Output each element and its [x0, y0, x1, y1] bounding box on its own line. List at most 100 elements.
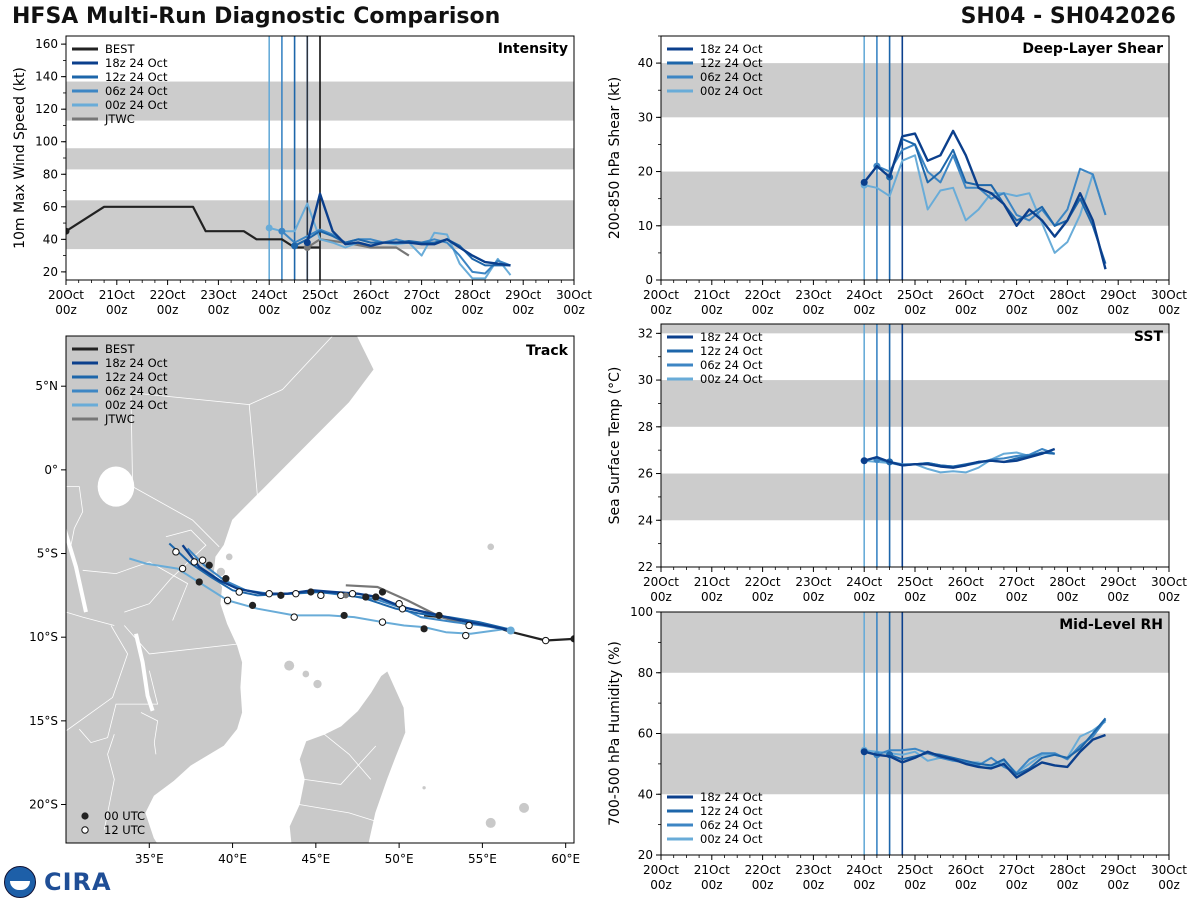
track-point-12utc [198, 556, 207, 564]
track-point-12utc [348, 589, 357, 598]
x-tick-label-date-rh: 29Oct [1100, 863, 1136, 877]
legend-label-intensity: JTWC [104, 112, 135, 126]
legend-label-track: 12z 24 Oct [105, 370, 168, 384]
series-line-intensity-r18 [306, 192, 511, 267]
x-tick-label-date-sst: 30Oct [1151, 575, 1187, 589]
legend-label-rh: 06z 24 Oct [700, 818, 763, 832]
y-axis-label-rh: 700-500 hPa Humidity (%) [607, 641, 623, 826]
y-tick-label-intensity: 80 [43, 167, 58, 181]
x-tick-label-date-rh: 27Oct [999, 863, 1035, 877]
x-tick-label-hour-sst: 00z [904, 590, 926, 604]
y-tick-label-sst: 22 [638, 560, 653, 574]
legend-label-shear: 18z 24 Oct [700, 42, 763, 56]
island-0 [216, 567, 226, 577]
track-line-r00 [129, 557, 508, 635]
island-8 [519, 802, 530, 813]
land-africa [66, 336, 375, 843]
track-point-12utc [223, 596, 232, 605]
land-madagascar [288, 669, 407, 843]
series-line-rh-r06 [876, 719, 1107, 774]
plot-frame-track [65, 335, 575, 844]
series-group-rh [860, 717, 1107, 779]
legend-label-track: 06z 24 Oct [105, 384, 168, 398]
x-tick-label-date-intensity: 23Oct [200, 288, 236, 302]
x-tick-label-hour-rh: 00z [853, 878, 875, 892]
x-tick-label-date-rh: 25Oct [897, 863, 933, 877]
x-tick-label-date-intensity: 26Oct [353, 288, 389, 302]
x-tick-label-hour-shear: 00z [1057, 303, 1079, 317]
track-point-12utc [398, 605, 407, 613]
band-sst-0 [661, 473, 1169, 521]
x-tick-label-hour-rh: 00z [1107, 878, 1129, 892]
track-point-00utc [372, 593, 380, 601]
panel-title-shear: Deep-Layer Shear [1022, 41, 1163, 57]
x-tick-label-date-sst: 28Oct [1049, 575, 1085, 589]
band-rh-0 [661, 733, 1169, 795]
panel-title-rh: Mid-Level RH [1059, 617, 1163, 633]
legend-label-intensity: 06z 24 Oct [105, 84, 168, 98]
legend-label-sst: 18z 24 Oct [700, 330, 763, 344]
track-point-00utc [205, 561, 213, 569]
track-point-12utc [265, 589, 273, 598]
x-tick-label-hour-rh: 00z [1158, 878, 1180, 892]
legend-label-track: 18z 24 Oct [105, 356, 168, 370]
y-tick-label-rh: 20 [638, 848, 653, 862]
legend-label-rh: 12z 24 Oct [700, 804, 763, 818]
x-tick-label-date-shear: 23Oct [795, 288, 831, 302]
track-point-12utc [235, 588, 243, 596]
country-border-13 [299, 804, 376, 822]
x-tick-label-date-intensity: 24Oct [251, 288, 287, 302]
x-tick-label-track: 40°E [218, 852, 247, 866]
x-tick-label-hour-shear: 00z [904, 303, 926, 317]
x-tick-label-date-shear: 24Oct [846, 288, 882, 302]
track-point-12utc [541, 636, 550, 645]
y-tick-label-shear: 30 [638, 110, 653, 124]
x-tick-label-date-sst: 24Oct [846, 575, 882, 589]
y-tick-label-rh: 80 [638, 666, 653, 680]
x-tick-label-date-shear: 25Oct [897, 288, 933, 302]
island-7 [485, 817, 496, 828]
legend-label-shear: 00z 24 Oct [700, 84, 763, 98]
legend-label-track: 00z 24 Oct [105, 398, 168, 412]
legend-label-shear: 06z 24 Oct [700, 70, 763, 84]
x-tick-label-hour-sst: 00z [650, 590, 672, 604]
country-border-9 [66, 611, 115, 626]
series-group-shear [860, 129, 1107, 270]
panel-title-intensity: Intensity [498, 41, 568, 57]
track-point-00utc [378, 588, 387, 596]
panel-title-track: Track [526, 343, 569, 359]
track-point-12utc [462, 631, 470, 640]
x-tick-label-hour-sst: 00z [752, 590, 774, 604]
y-tick-label-rh: 40 [638, 787, 653, 801]
series-start-point-sst-r18 [860, 457, 868, 465]
series-start-point-intensity-r06 [278, 227, 286, 235]
x-tick-label-hour-sst: 00z [1006, 590, 1028, 604]
legend-label-rh: 18z 24 Oct [700, 790, 763, 804]
band-shear-1 [661, 63, 1169, 118]
y-tick-label-track: 10°S [29, 630, 58, 644]
x-tick-label-hour-intensity: 00z [208, 303, 230, 317]
legend-label-00utc: 00 UTC [104, 809, 145, 823]
island-5 [313, 679, 322, 689]
y-tick-label-sst: 30 [638, 373, 653, 387]
x-tick-label-hour-rh: 00z [1057, 878, 1079, 892]
x-tick-label-date-shear: 28Oct [1049, 288, 1085, 302]
x-tick-label-hour-rh: 00z [1006, 878, 1028, 892]
y-axis-label-intensity: 10m Max Wind Speed (kt) [12, 67, 28, 249]
x-tick-label-hour-rh: 00z [650, 878, 672, 892]
y-tick-label-sst: 26 [638, 467, 653, 481]
country-border-7 [103, 734, 115, 830]
island-1 [225, 553, 233, 561]
legend-label-12utc: 12 UTC [104, 823, 145, 837]
track-point-00utc [362, 593, 370, 601]
x-tick-label-date-sst: 27Oct [999, 575, 1035, 589]
track-point-00utc [435, 611, 443, 620]
legend-label-track: BEST [105, 342, 135, 356]
x-tick-label-hour-intensity: 00z [563, 303, 585, 317]
x-tick-label-date-rh: 30Oct [1151, 863, 1187, 877]
x-tick-label-date-intensity: 21Oct [99, 288, 135, 302]
track-point-12utc [395, 600, 403, 608]
series-line-sst-r18 [863, 447, 1056, 469]
x-tick-label-date-sst: 25Oct [897, 575, 933, 589]
